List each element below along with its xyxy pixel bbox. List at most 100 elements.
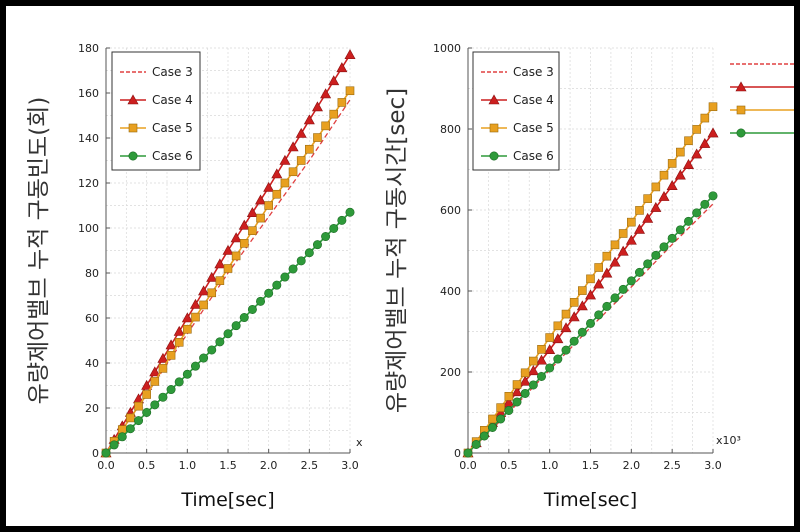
x-tick-label: 0.0 <box>459 459 477 472</box>
x-tick-label: 3.0 <box>704 459 722 472</box>
legend-entry-label: Case 3 <box>152 65 193 79</box>
data-point <box>684 136 693 146</box>
data-point <box>707 127 719 138</box>
data-point <box>207 288 217 298</box>
data-point <box>222 244 234 255</box>
data-point <box>700 113 710 123</box>
x-tick-label: 1.0 <box>179 459 197 472</box>
data-point <box>602 301 612 311</box>
data-point <box>479 431 489 441</box>
data-point <box>231 251 241 261</box>
data-point <box>617 245 629 256</box>
data-point <box>272 280 282 290</box>
data-point <box>321 232 331 242</box>
data-point <box>239 239 249 248</box>
data-point <box>643 194 652 203</box>
data-point <box>311 101 323 112</box>
data-point <box>198 285 210 296</box>
x-tick-label: 0.0 <box>97 459 115 472</box>
data-point <box>610 240 620 250</box>
data-point <box>191 312 200 322</box>
data-point <box>304 248 314 258</box>
clipped-legend-marker <box>736 105 746 115</box>
x-tick-label: 1.5 <box>219 459 237 472</box>
data-point <box>125 424 135 434</box>
data-point <box>537 345 546 354</box>
data-point <box>691 148 703 159</box>
y-tick-label: 80 <box>85 267 99 280</box>
data-point <box>207 345 217 355</box>
data-point <box>683 216 693 226</box>
data-point <box>337 215 347 225</box>
x-tick-label: 0.5 <box>500 459 518 472</box>
data-point <box>520 368 530 378</box>
data-point <box>593 278 605 289</box>
data-point <box>545 333 554 342</box>
legend-entry-label: Case 6 <box>152 149 193 163</box>
data-point <box>471 439 481 449</box>
data-point <box>230 232 242 243</box>
y-axis-title: 유량제어밸브 누적 구동시간[sec] <box>384 88 410 413</box>
data-point <box>344 49 356 60</box>
data-point <box>150 400 160 410</box>
data-point <box>658 191 670 201</box>
x-tick-label: 1.0 <box>541 459 559 472</box>
clipped-legend-marker <box>736 128 746 138</box>
data-point <box>545 363 555 373</box>
y-tick-label: 600 <box>440 204 461 217</box>
data-point <box>651 182 661 192</box>
data-point <box>544 344 556 355</box>
data-point <box>150 377 160 386</box>
data-point <box>101 448 111 458</box>
data-point <box>134 416 144 426</box>
data-point <box>256 296 266 306</box>
data-point <box>174 377 184 387</box>
legend: Case 3 Case 4 Case 5 Case 6 <box>111 51 201 171</box>
legend-entry-label: Case 3 <box>513 65 554 79</box>
legend-entry-label: Case 5 <box>513 121 554 135</box>
data-point <box>303 114 315 125</box>
data-point <box>272 189 282 199</box>
data-point <box>487 422 497 432</box>
y-tick-label: 40 <box>85 357 99 370</box>
data-point <box>174 337 184 347</box>
data-point <box>561 309 571 319</box>
clipped-legend-marker <box>735 81 747 92</box>
data-point <box>634 267 644 277</box>
y-tick-label: 100 <box>78 222 99 235</box>
data-point <box>496 414 506 424</box>
data-point <box>651 250 661 260</box>
data-point <box>305 144 314 154</box>
data-point <box>552 333 564 344</box>
data-point <box>536 371 546 381</box>
x-tick-label: 2.5 <box>663 459 681 472</box>
data-point <box>141 379 153 390</box>
data-point <box>700 199 710 209</box>
data-point <box>223 264 233 273</box>
data-point <box>708 102 718 112</box>
data-point <box>512 380 522 389</box>
data-point <box>142 407 152 417</box>
data-point <box>173 325 185 336</box>
data-point <box>594 263 603 272</box>
data-point <box>676 147 685 157</box>
data-point <box>529 356 538 366</box>
data-point <box>117 432 127 442</box>
legend-swatch-marker <box>127 94 139 105</box>
data-point <box>535 354 548 365</box>
data-point <box>635 206 644 215</box>
data-point <box>659 242 669 252</box>
data-point <box>586 274 595 284</box>
y-tick-label: 0 <box>454 447 461 460</box>
series-case-3 <box>105 99 351 454</box>
data-point <box>109 440 119 450</box>
data-point <box>642 212 654 223</box>
data-point <box>666 180 678 190</box>
data-point <box>692 208 702 218</box>
data-point <box>134 401 143 411</box>
data-point <box>239 313 249 323</box>
data-point <box>206 271 218 282</box>
legend-swatch-marker <box>489 123 499 133</box>
data-point <box>699 137 711 148</box>
chart-panel-2: 0.0 0.5 1.0 1.5 2.0 2.5 3.0 0 200 400 600 800 1000 Ti… <box>384 42 741 511</box>
